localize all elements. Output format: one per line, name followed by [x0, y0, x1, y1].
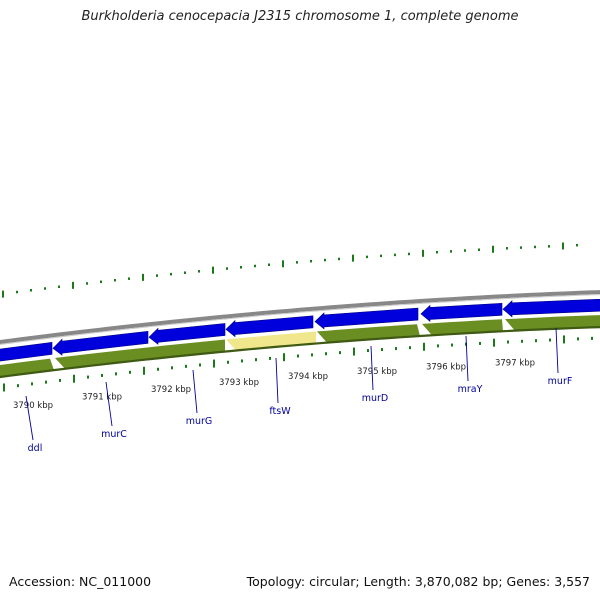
gene-segment[interactable] — [0, 358, 54, 379]
accession-text: Accession: NC_011000 — [9, 574, 152, 589]
gene-leader-line — [192, 369, 198, 414]
gene-segment[interactable] — [505, 315, 600, 331]
kbp-tick-label: 3792 kbp — [151, 385, 191, 395]
kbp-tick-label: 3797 kbp — [495, 359, 535, 369]
kbp-tick-label: 3790 kbp — [13, 401, 53, 411]
gene-leader-line — [25, 395, 34, 441]
kbp-tick-label: 3795 kbp — [357, 367, 397, 377]
backbone-layer — [0, 290, 600, 346]
gene-leader-line — [555, 327, 559, 374]
gene-leader-line — [275, 357, 279, 404]
cds-arrow[interactable] — [502, 298, 600, 318]
gene-band-outline — [0, 325, 600, 379]
kbp-tick-label: 3791 kbp — [82, 392, 122, 402]
kbp-tick-label: 3793 kbp — [219, 378, 259, 388]
gene-label-murC[interactable]: murC — [101, 429, 127, 440]
gene-leader-line — [370, 345, 374, 391]
cds-arrow[interactable] — [314, 307, 419, 330]
gene-band-layer — [0, 315, 600, 379]
gene-label-mraY[interactable]: mraY — [458, 384, 483, 395]
cds-arrow[interactable] — [0, 342, 53, 364]
cds-arrow[interactable] — [420, 302, 503, 323]
kbp-tick-label: 3794 kbp — [288, 372, 328, 382]
cds-arrow-layer — [0, 298, 600, 364]
kbp-tick-layer: 3790 kbp 3791 kbp 3792 kbp 3793 kbp 3794 kbp… — [13, 359, 535, 411]
cds-arrow[interactable] — [148, 323, 226, 345]
backbone-highlight — [0, 294, 600, 346]
gene-segment[interactable] — [55, 339, 225, 369]
kbp-tick-label: 3796 kbp — [426, 362, 466, 372]
gene-label-murF[interactable]: murF — [548, 376, 573, 387]
gene-label-ddl[interactable]: ddl — [28, 443, 43, 454]
inner-gc-dots — [3, 335, 593, 392]
backbone-line — [0, 290, 600, 345]
gene-label-murG[interactable]: murG — [186, 416, 213, 427]
gene-label-layer: ddl murC murG ftsW murD mraY murF — [25, 327, 573, 454]
gene-label-ftsW[interactable]: ftsW — [269, 406, 291, 417]
cds-arrow[interactable] — [225, 315, 314, 338]
genome-summary-text: Topology: circular; Length: 3,870,082 bp… — [246, 574, 590, 589]
gene-leader-line — [465, 335, 469, 382]
gene-leader-line — [105, 381, 113, 427]
gene-segment-highlighted[interactable] — [226, 331, 316, 351]
outer-gc-dots — [2, 242, 578, 298]
map-title: Burkholderia cenocepacia J2315 chromosom… — [81, 9, 519, 24]
gene-segment[interactable] — [317, 324, 420, 343]
cds-arrow[interactable] — [52, 330, 149, 356]
gene-label-murD[interactable]: murD — [362, 393, 389, 404]
